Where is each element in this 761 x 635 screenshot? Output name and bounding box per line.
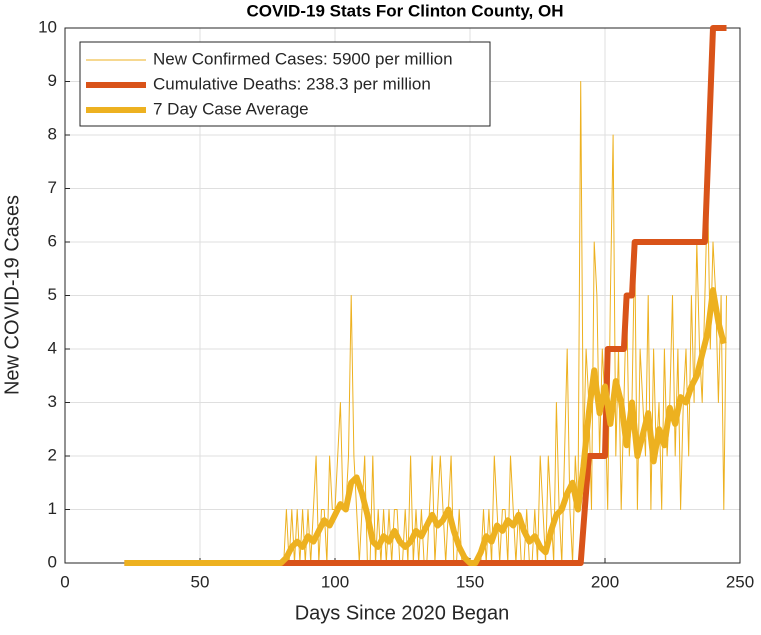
y-tick-label: 3 [48, 392, 57, 411]
y-tick-label: 6 [48, 231, 57, 250]
legend-label: 7 Day Case Average [153, 99, 309, 118]
legend-label: New Confirmed Cases: 5900 per million [153, 49, 453, 68]
legend-box [79, 41, 491, 127]
y-tick-label: 10 [38, 17, 57, 36]
x-tick-label: 200 [591, 572, 619, 591]
y-tick-label: 4 [48, 338, 57, 357]
y-tick-label: 1 [48, 499, 57, 518]
y-tick-label: 5 [48, 285, 57, 304]
data-line [124, 287, 727, 566]
chart-title: COVID-19 Stats For Clinton County, OH [246, 1, 563, 20]
x-tick-label: 100 [321, 572, 349, 591]
y-tick-label: 8 [48, 124, 57, 143]
y-axis-label: New COVID-19 Cases [1, 195, 23, 395]
x-axis-label: Days Since 2020 Began [295, 602, 510, 624]
legend-label: Cumulative Deaths: 238.3 per million [153, 74, 431, 93]
x-tick-label: 50 [191, 572, 210, 591]
y-tick-label: 9 [48, 71, 57, 90]
x-tick-label: 0 [60, 572, 69, 591]
x-tick-label: 150 [456, 572, 484, 591]
y-tick-label: 7 [48, 178, 57, 197]
x-tick-label: 250 [726, 572, 754, 591]
y-tick-label: 2 [48, 445, 57, 464]
y-tick-label: 0 [48, 552, 57, 571]
data-line [124, 25, 727, 566]
